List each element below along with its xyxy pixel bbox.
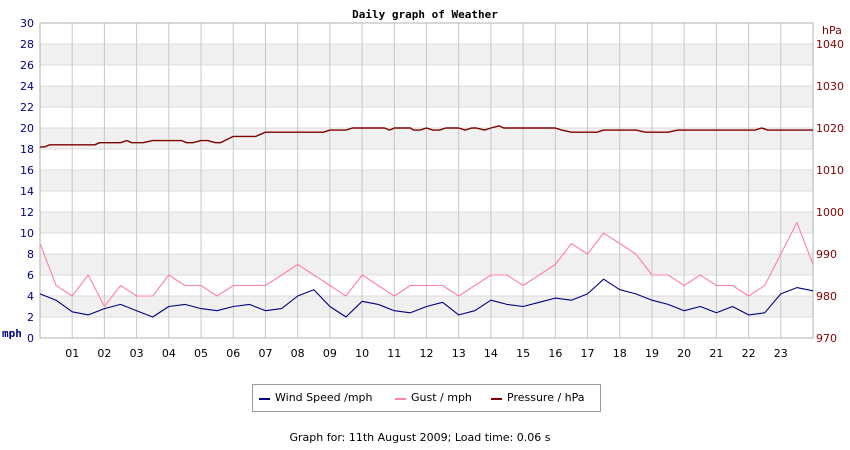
left-tick-label: 14 [20,185,34,198]
left-tick-label: 4 [27,290,34,303]
x-tick-label: 05 [194,347,208,360]
x-tick-label: 02 [97,347,111,360]
x-tick-label: 01 [65,347,79,360]
right-tick-label: 1010 [816,164,844,177]
series-line-pressure-hpa [40,125,813,148]
left-tick-label: 10 [20,227,34,240]
x-tick-label: 11 [387,347,401,360]
legend: Wind Speed /mph Gust / mph Pressure / hP… [252,384,601,412]
weather-chart: Daily graph of Weather 02468101214161820… [2,8,844,360]
left-tick-label: 12 [20,206,34,219]
right-tick-label: 980 [816,290,837,303]
x-tick-label: 22 [742,347,756,360]
right-axis-unit: hPa [822,24,842,37]
left-tick-label: 24 [20,80,34,93]
x-tick-label: 08 [291,347,305,360]
x-tick-label: 13 [452,347,466,360]
legend-label-pressure: Pressure / hPa [507,391,585,404]
wind-speed-swatch [259,398,270,400]
x-tick-label: 15 [516,347,530,360]
x-tick-label: 21 [709,347,723,360]
series-layer [39,125,814,318]
gust-swatch [395,398,406,400]
x-tick-label: 04 [162,347,176,360]
plot-grid [39,22,814,339]
left-tick-label: 0 [27,332,34,345]
x-tick-label: 23 [774,347,788,360]
footer-text: Graph for: 11th August 2009; Load time: … [289,431,551,444]
right-tick-label: 1020 [816,122,844,135]
x-tick-label: 06 [226,347,240,360]
x-tick-label: 18 [613,347,627,360]
x-tick-label: 14 [484,347,498,360]
legend-label-wind-speed: Wind Speed /mph [275,391,373,404]
x-tick-label: 17 [581,347,595,360]
left-tick-label: 28 [20,38,34,51]
left-tick-label: 22 [20,101,34,114]
series-line-gust-mph [39,221,814,308]
left-tick-label: 30 [20,17,34,30]
plot-border [39,22,814,339]
series-line-wind-speed-mph [39,278,814,318]
left-tick-label: 2 [27,311,34,324]
left-tick-label: 18 [20,143,34,156]
left-axis-unit: mph [2,327,22,340]
left-tick-label: 16 [20,164,34,177]
legend-label-gust: Gust / mph [411,391,472,404]
pressure-swatch [491,398,502,400]
x-axis: 01 02 03 04 05 06 07 08 09 10 11 12 13 14 15 16 17 18 19 20… [65,347,788,360]
x-tick-label: 12 [420,347,434,360]
left-tick-label: 6 [27,269,34,282]
x-tick-label: 09 [323,347,337,360]
left-tick-label: 8 [27,248,34,261]
x-tick-label: 03 [130,347,144,360]
x-tick-label: 19 [645,347,659,360]
right-tick-label: 1030 [816,80,844,93]
right-tick-label: 1040 [816,38,844,51]
x-tick-label: 07 [258,347,272,360]
right-tick-label: 1000 [816,206,844,219]
right-tick-label: 990 [816,248,837,261]
left-tick-label: 26 [20,59,34,72]
x-tick-label: 10 [355,347,369,360]
x-tick-label: 16 [548,347,562,360]
left-tick-label: 20 [20,122,34,135]
x-tick-label: 20 [677,347,691,360]
right-tick-label: 970 [816,332,837,345]
chart-title: Daily graph of Weather [352,8,498,21]
